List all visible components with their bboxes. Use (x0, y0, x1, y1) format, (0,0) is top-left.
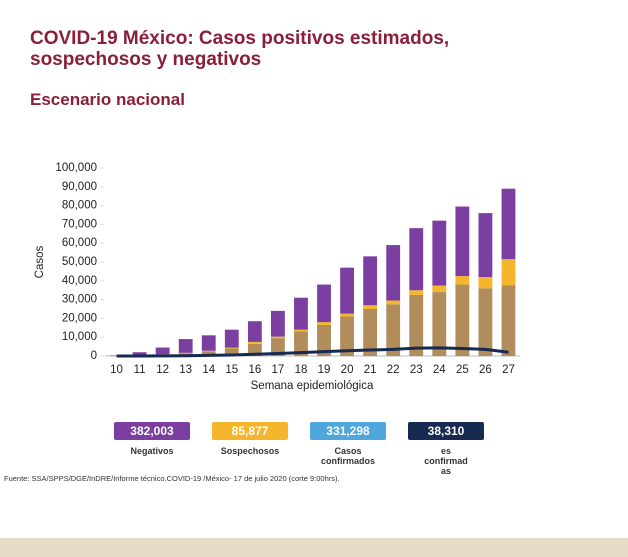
y-tick-label: 100,000 (55, 162, 97, 174)
legend-label: es confirmad as (424, 446, 468, 476)
bar-segment (501, 285, 516, 356)
x-tick-label: 22 (387, 364, 400, 376)
bar-segment (455, 276, 470, 285)
footer-strip (0, 538, 628, 557)
x-tick-label: 20 (341, 364, 354, 376)
legend-label: Sospechosos (220, 446, 280, 456)
bar-segment (386, 245, 401, 301)
bar-segment (317, 324, 331, 356)
bar-segment (178, 339, 193, 353)
x-tick-label: 18 (295, 364, 308, 376)
y-tick-label: 60,000 (62, 237, 97, 249)
bar-segment (478, 213, 493, 278)
bar-segment (432, 285, 447, 293)
bar-segment (501, 188, 516, 260)
bar-segment (224, 347, 239, 349)
bar-segment (409, 290, 424, 295)
legend-total: 85,877 (212, 422, 288, 440)
bar-segment (247, 321, 262, 342)
bar-segment (409, 228, 424, 291)
bar-segment (478, 277, 493, 289)
bar-segment (201, 335, 216, 351)
bar-segment (271, 310, 285, 337)
chart: Casos Semana epidemiológica 0 10,000 20,00… (34, 162, 520, 392)
x-tick-label: 21 (364, 364, 377, 376)
bar-segment (340, 313, 354, 317)
y-tick-label: 10,000 (62, 331, 97, 343)
y-tick-label: 30,000 (62, 294, 97, 306)
y-tick-label: 90,000 (62, 181, 97, 193)
bar-segment (294, 331, 308, 356)
bar-segment (294, 297, 308, 330)
bar-segment (132, 352, 147, 356)
source: Fuente: SSA/SPPS/DGE/InDRE/Informe técni… (4, 474, 340, 483)
y-tick-label: 80,000 (62, 200, 97, 212)
x-tick-label: 16 (248, 364, 261, 376)
bar-segment (363, 305, 378, 309)
legend-total: 382,003 (114, 422, 190, 440)
bar-segment (224, 329, 239, 348)
x-tick-label: 13 (179, 364, 192, 376)
x-tick-label: 12 (156, 364, 169, 376)
x-tick-label: 25 (456, 364, 469, 376)
x-tick-label: 26 (479, 364, 492, 376)
x-tick-label: 17 (272, 364, 285, 376)
bar-segment (201, 350, 216, 352)
bar-segment (340, 316, 354, 356)
legend-label: Casos confirmados (320, 446, 375, 466)
x-axis-label: Semana epidemiológica (251, 380, 374, 392)
slide-subtitle: Escenario nacional (30, 90, 185, 109)
bar-segment (455, 284, 470, 356)
x-tick-label: 27 (502, 364, 515, 376)
bar-segment (363, 309, 378, 356)
bar-segment (317, 322, 331, 325)
y-tick-label: 40,000 (62, 275, 97, 287)
y-tick-label: 0 (91, 350, 97, 362)
y-tick-label: 70,000 (62, 218, 97, 230)
bar-segment (432, 220, 447, 286)
x-tick-label: 24 (433, 364, 446, 376)
x-tick-label: 15 (225, 364, 238, 376)
bar-segment (478, 288, 493, 356)
bar-segment (386, 304, 401, 356)
x-tick-label: 11 (134, 364, 146, 376)
bar-segment (363, 256, 378, 306)
bar-segment (155, 347, 170, 355)
bar-segment (432, 292, 447, 356)
bar-segment (386, 300, 401, 305)
bar-segment (247, 341, 262, 344)
bar-segment (271, 336, 285, 339)
bar-segment (224, 348, 239, 356)
line (116, 346, 509, 358)
bar-segment (501, 259, 516, 286)
slide-title: COVID-19 México: Casos positivos estimad… (30, 28, 450, 70)
bar-segment (317, 284, 331, 323)
bar-segment (340, 267, 354, 314)
y-tick-label: 20,000 (62, 312, 97, 324)
x-tick-label: 19 (318, 364, 331, 376)
bar-segment (201, 351, 216, 356)
legend-total: 38,310 (408, 422, 484, 440)
bar-segment (271, 338, 285, 356)
y-axis-label: Casos (34, 245, 46, 278)
legend-total: 331,298 (310, 422, 386, 440)
x-tick-label: 14 (202, 364, 215, 376)
bar-segment (294, 329, 308, 332)
bar-segment (409, 294, 424, 356)
bar-segment (455, 206, 470, 277)
x-tick-label: 23 (410, 364, 423, 376)
legend-label: Negativos (130, 446, 174, 456)
x-tick-label: 10 (110, 364, 123, 376)
y-tick-label: 50,000 (62, 256, 97, 268)
